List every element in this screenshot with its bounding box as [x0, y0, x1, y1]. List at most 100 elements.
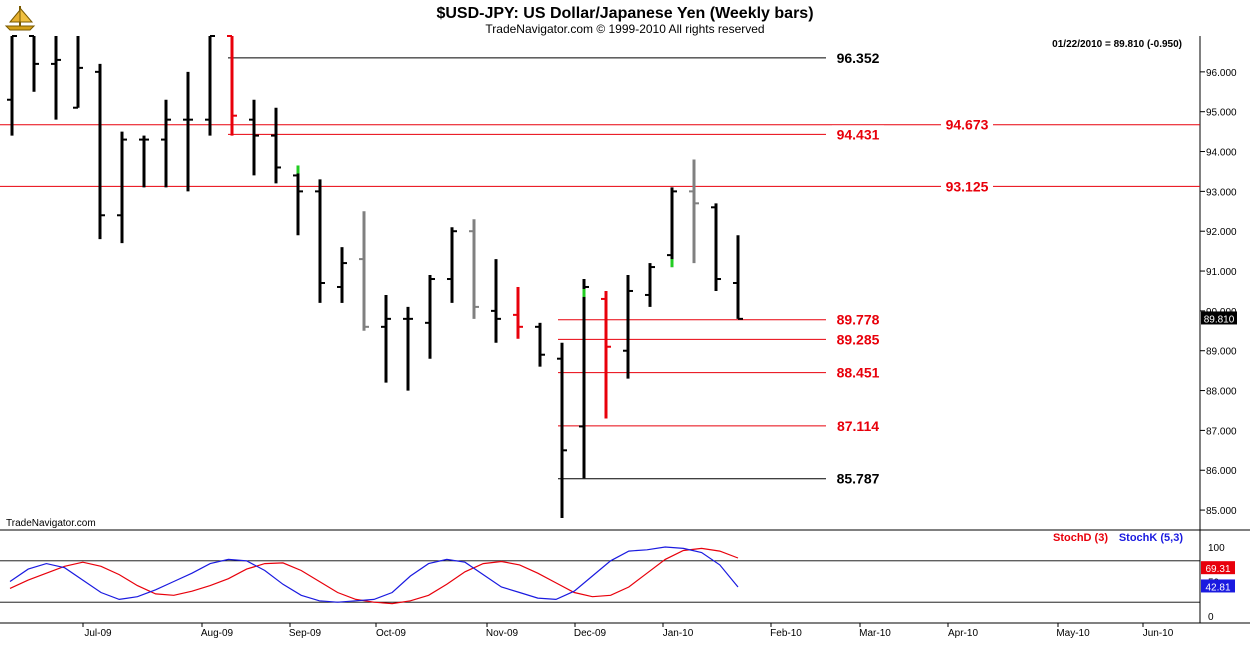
stochd-legend: StochD (3): [1053, 532, 1108, 544]
ohlc-bar: [359, 211, 369, 331]
ohlc-bar: [535, 322, 545, 367]
ohlc-bar: [7, 35, 17, 136]
time-tick-label: Apr-10: [948, 628, 978, 639]
price-level-label-bg: [832, 310, 884, 328]
price-tick-label: 87.000: [1206, 426, 1237, 437]
price-tick-label: 95.000: [1206, 108, 1237, 119]
price-level-label-bg: [832, 469, 884, 487]
ohlc-bar: [491, 259, 501, 343]
ohlc-bar: [403, 306, 413, 391]
time-tick-label: Sep-09: [289, 628, 322, 639]
copyright-subtitle: TradeNavigator.com © 1999-2010 All right…: [485, 22, 764, 36]
time-tick-label: May-10: [1056, 628, 1090, 639]
price-level-label: 93.125: [946, 178, 989, 194]
price-level-label: 85.787: [837, 471, 880, 487]
time-tick-label: Dec-09: [574, 628, 607, 639]
price-tick-label: 91.000: [1206, 267, 1237, 278]
price-tick-label: 88.000: [1206, 387, 1237, 398]
price-level-label-bg: [832, 125, 884, 143]
last-price-text: 89.810: [1204, 314, 1235, 325]
logo-icon: [4, 6, 36, 31]
stoch-last-value-bg: [1201, 579, 1235, 593]
stoch-tick-label: 0: [1208, 612, 1214, 623]
watermark: TradeNavigator.com: [6, 518, 96, 529]
stoch-last-value: 69.31: [1205, 564, 1230, 575]
time-axis: Jul-09 Aug-09 Sep-09 Oct-09 Nov-09 Dec-09 Jan-…: [82, 623, 1174, 639]
ohlc-bar: [117, 131, 127, 244]
ohlc-bar: [51, 36, 61, 120]
price-level-label: 89.778: [837, 312, 880, 328]
stoch-tick-label: 100: [1208, 543, 1225, 554]
price-level-label-bg: [832, 48, 884, 66]
stoch-series-line: [9, 547, 739, 605]
stoch-series-line: [9, 546, 739, 603]
price-tick-label: 89.000: [1206, 347, 1237, 358]
ohlc-bar: [205, 35, 215, 136]
ohlc-bar: [579, 279, 589, 479]
ohlc-bar: [315, 179, 325, 303]
price-level-label: 87.114: [837, 418, 879, 434]
ohlc-bar: [29, 35, 39, 92]
price-level-label: 88.451: [837, 365, 880, 381]
last-price-bg: [1201, 311, 1237, 325]
price-tick-label: 94.000: [1206, 148, 1237, 159]
ohlc-bar: [183, 71, 193, 192]
ohlc-bar: [425, 275, 435, 359]
time-tick-label: Jan-10: [663, 628, 694, 639]
ohlc-bar: [513, 286, 523, 339]
price-level-label: 89.285: [837, 331, 880, 347]
price-tick-label: 92.000: [1206, 227, 1237, 238]
ohlc-bar: [161, 99, 171, 188]
ohlc-bar: [469, 219, 479, 319]
chart-title: $USD-JPY: US Dollar/Japanese Yen (Weekly…: [436, 5, 813, 22]
price-bars: [7, 35, 743, 519]
ohlc-bar: [95, 63, 105, 240]
ohlc-bar: [667, 187, 677, 268]
time-tick-label: Aug-09: [201, 628, 234, 639]
ohlc-bar: [689, 159, 699, 264]
price-levels: 96.352 94.673 94.431 93.125 89.778 89.285 88.4…: [0, 48, 1200, 487]
ohlc-bar: [601, 290, 611, 419]
ohlc-bar: [447, 227, 457, 303]
price-level-label-bg: [832, 363, 884, 381]
ohlc-bar: [293, 167, 303, 236]
price-level-label-bg: [941, 115, 993, 133]
time-tick-label: Jul-09: [84, 628, 112, 639]
ohlc-bar: [623, 275, 633, 379]
price-tick-label: 96.000: [1206, 68, 1237, 79]
stoch-last-value: 42.81: [1205, 582, 1230, 593]
ohlc-bar: [227, 35, 237, 136]
price-level-label-bg: [832, 330, 884, 348]
ohlc-bar: [733, 235, 743, 320]
time-tick-label: Oct-09: [376, 628, 406, 639]
price-tick-label: 85.000: [1206, 506, 1237, 517]
price-level-label: 96.352: [837, 50, 880, 66]
time-tick-label: Jun-10: [1143, 628, 1174, 639]
time-tick-label: Nov-09: [486, 628, 519, 639]
ohlc-bar: [557, 342, 567, 519]
ohlc-bar: [645, 263, 655, 307]
time-tick-label: Feb-10: [770, 628, 802, 639]
ohlc-bar: [337, 247, 347, 303]
stoch-last-value-bg: [1201, 561, 1235, 575]
ohlc-bar: [73, 36, 83, 109]
ohlc-bar: [249, 99, 259, 176]
price-level-label-bg: [941, 177, 993, 195]
ohlc-bar: [139, 135, 149, 188]
price-tick-label: 93.000: [1206, 187, 1237, 198]
price-level-label: 94.673: [946, 117, 989, 133]
ohlc-bar: [381, 294, 391, 383]
stochk-legend: StochK (5,3): [1119, 532, 1184, 544]
time-tick-label: Mar-10: [859, 628, 891, 639]
ohlc-bar: [711, 203, 721, 291]
price-tick-label: 86.000: [1206, 466, 1237, 477]
ohlc-bar: [271, 107, 281, 184]
last-price-box: 89.810: [1201, 311, 1237, 325]
quote-readout: 01/22/2010 = 89.810 (-0.950): [1052, 39, 1182, 50]
price-level-label: 94.431: [837, 126, 880, 142]
price-level-label-bg: [832, 416, 884, 434]
